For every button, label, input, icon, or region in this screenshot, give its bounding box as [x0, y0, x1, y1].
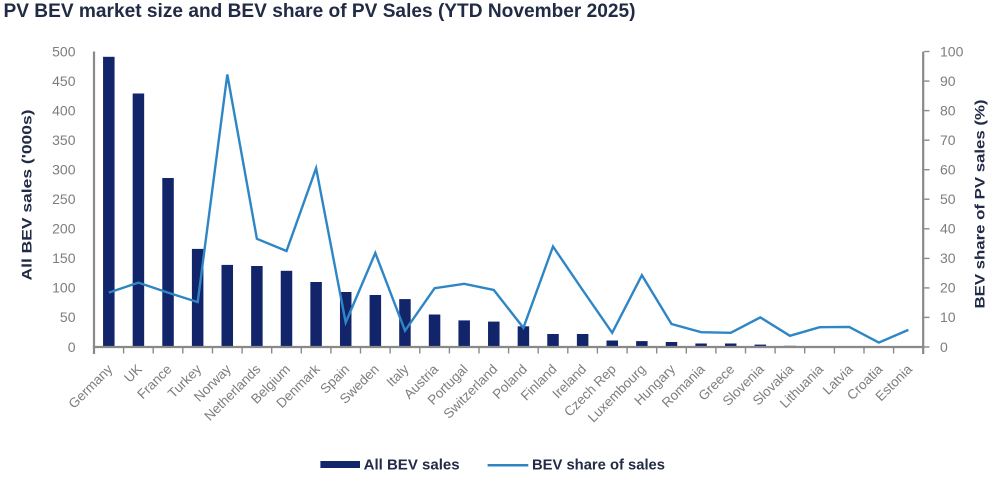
svg-text:40: 40: [940, 221, 956, 237]
svg-text:350: 350: [52, 132, 76, 148]
svg-text:300: 300: [52, 162, 76, 178]
svg-text:250: 250: [52, 191, 76, 207]
svg-text:150: 150: [52, 250, 76, 266]
svg-text:500: 500: [52, 43, 76, 59]
svg-text:BEV share of PV sales (%): BEV share of PV sales (%): [972, 100, 988, 309]
svg-text:All BEV sales: All BEV sales: [364, 458, 460, 474]
svg-text:10: 10: [940, 309, 956, 325]
svg-text:PV BEV market size and BEV sha: PV BEV market size and BEV share of PV S…: [4, 1, 636, 22]
svg-text:0: 0: [68, 339, 76, 355]
svg-text:60: 60: [940, 162, 956, 178]
svg-text:0: 0: [940, 339, 948, 355]
svg-text:20: 20: [940, 280, 956, 296]
svg-text:All BEV sales ('000s): All BEV sales ('000s): [19, 110, 35, 281]
svg-text:50: 50: [60, 309, 76, 325]
svg-text:100: 100: [940, 43, 964, 59]
svg-text:90: 90: [940, 73, 956, 89]
svg-text:200: 200: [52, 221, 76, 237]
svg-text:BEV share of sales: BEV share of sales: [532, 458, 665, 474]
svg-text:70: 70: [940, 132, 956, 148]
svg-text:100: 100: [52, 280, 76, 296]
svg-text:30: 30: [940, 250, 956, 266]
svg-text:80: 80: [940, 102, 956, 118]
svg-text:50: 50: [940, 191, 956, 207]
svg-text:400: 400: [52, 102, 76, 118]
svg-text:450: 450: [52, 73, 76, 89]
